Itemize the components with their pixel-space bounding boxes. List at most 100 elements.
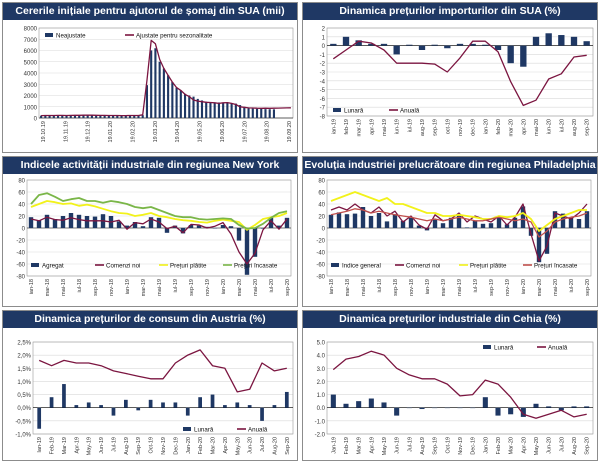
bar [532,36,540,46]
bar [175,87,178,118]
bar [368,216,374,228]
x-tick-label: 19.08.20 [265,121,271,142]
x-tick-label: May-20 [534,437,540,455]
y-tick-label: 2,0% [17,354,31,360]
y-tick-label: 4.0 [317,354,326,360]
legend-label: Prețuri încasate [234,263,278,270]
bar [431,44,438,46]
bar [284,217,290,228]
x-tick-label: ian-20 [221,279,227,294]
y-tick-label: 5.0 [317,341,326,347]
bar [236,228,242,241]
bar [76,214,82,228]
bar [136,407,141,411]
y-tick-label: -3 [320,71,326,77]
x-tick-label: Jan-19 [331,437,337,454]
x-tick-label: mar-20 [537,279,543,296]
bar [111,407,116,416]
bar [533,403,539,408]
bar [568,217,574,228]
bar [418,45,426,50]
bar [272,405,277,408]
series-line [41,39,291,117]
bar [558,407,564,411]
x-tick-label: Jul-19 [112,437,118,452]
y-tick-label: 40 [318,203,325,209]
y-tick-label: 3000 [24,83,38,89]
bar [480,223,486,228]
bar [48,115,51,118]
bar [243,106,246,118]
x-tick-label: sep-20 [585,119,591,136]
series-line [332,350,587,419]
bar [141,115,144,118]
bar [368,398,374,408]
bar [140,226,146,228]
x-tick-label: 19.03.20 [153,121,159,142]
y-tick-label: -80 [316,275,325,281]
bar [260,228,266,229]
bar [65,115,68,118]
x-tick-label: aug-19 [420,119,426,136]
bar [124,225,130,228]
x-tick-label: Ian-19 [37,437,43,453]
bar [84,216,90,228]
y-tick-label: 2 [322,27,326,33]
x-tick-label: iul-19 [173,279,179,292]
bar [37,407,42,429]
x-tick-label: Jul-20 [260,437,266,452]
bar [158,61,161,118]
plot-frame [326,27,594,117]
y-tick-label: -1,0% [15,433,31,439]
y-tick-label: 60 [18,191,25,197]
x-tick-label: Jan-20 [186,437,192,454]
bar [520,407,526,417]
bar [198,397,202,408]
bar [52,219,58,228]
bar [188,225,194,228]
x-tick-label: mai-19 [382,119,388,136]
bar [230,103,233,118]
bar [482,397,488,408]
bar [86,402,91,408]
chart-philadelphia-fed: -80 -60 -40 -20 0 20 40 60 80 ian-18 mar-18 mai-18 i… [316,179,592,296]
y-tick-label: 1000 [24,105,38,111]
bar [252,228,258,257]
chart-austria-cpi: -1,0% -0,5% 0,0% 0,5% 1,0% 1,5% 2,0% 2,5% Ian-19… [15,341,294,455]
legend-label: Lunară [344,108,364,115]
y-tick-label: 1,0% [17,380,31,386]
legend-swatch [31,263,39,267]
bar [205,101,208,118]
x-tick-label: Nov-19 [161,437,167,455]
series-line [30,192,288,230]
bar [394,407,400,416]
bar [167,75,170,118]
y-tick-label: -2.0 [315,433,326,439]
bar [504,224,510,228]
chart-title: Evoluția industriei prelucrătoare din re… [303,157,597,174]
bar [264,109,267,118]
bar [185,407,190,416]
y-tick-label: -80 [16,275,25,281]
y-tick-label: 5000 [24,60,38,66]
bar [210,394,215,408]
x-tick-label: Mar-19 [357,437,363,454]
y-tick-label: 0,5% [17,393,31,399]
bar [234,103,237,118]
bar [469,43,476,46]
x-tick-label: May-20 [235,437,241,455]
y-tick-label: -60 [316,263,325,269]
bar [209,102,212,118]
x-tick-label: nov-19 [505,279,511,296]
y-tick-label: -20 [316,239,325,245]
bar [268,109,271,118]
x-tick-label: Aug-19 [420,437,426,455]
chart-title: Dinamica prețurilor de consum din Austri… [3,311,297,328]
bar [408,217,414,228]
x-tick-label: Sep-19 [433,437,439,455]
y-tick-label: -2 [320,62,326,68]
bar [44,214,50,228]
bar [584,211,590,228]
legend-label: Anuală [400,108,420,115]
y-tick-label: 40 [18,203,25,209]
